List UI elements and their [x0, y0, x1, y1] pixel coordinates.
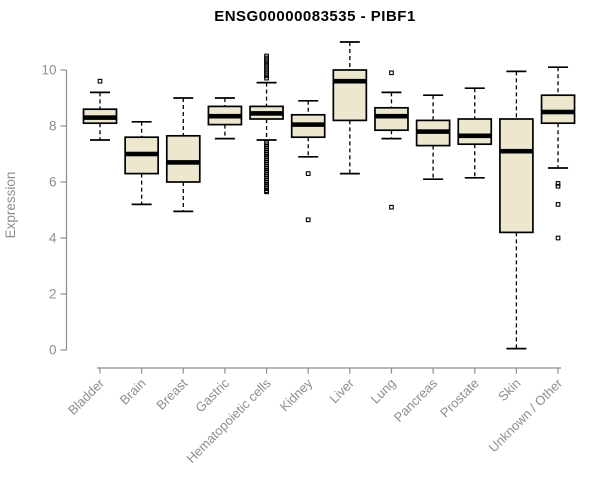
outlier-point-hematopoietic-cells: [264, 75, 269, 81]
x-tick-label: Bladder: [65, 375, 108, 418]
box-prostate: [457, 118, 493, 146]
median-gastric: [208, 113, 242, 119]
outlier-point-kidney: [305, 217, 311, 223]
x-tick-label: Unknown / Other: [486, 375, 566, 455]
y-tick-label: 8: [49, 119, 57, 134]
y-axis-label: Expression: [3, 172, 18, 239]
median-lung: [374, 113, 408, 119]
median-breast: [166, 160, 200, 165]
y-tick-label: 4: [49, 231, 57, 246]
box-skin: [499, 118, 534, 234]
median-pancreas: [416, 129, 450, 134]
outlier-point-lung: [389, 204, 394, 210]
outlier-point-unknown-other: [555, 202, 561, 207]
y-tick-label: 6: [49, 175, 57, 190]
outlier-point-unknown-other: [555, 235, 561, 241]
median-skin: [499, 148, 533, 154]
x-tick-label: Pancreas: [391, 375, 441, 425]
box-breast: [165, 134, 201, 183]
x-tick-label: Gastric: [192, 375, 232, 415]
outlier-point-kidney: [305, 171, 311, 176]
box-unknown-other: [540, 94, 576, 125]
x-tick-label: Skin: [495, 376, 523, 404]
median-brain: [125, 151, 159, 157]
outlier-point-hematopoietic-cells: [264, 189, 269, 195]
outlier-point-unknown-other: [555, 181, 561, 186]
chart-title: ENSG00000083535 - PIBF1: [214, 8, 416, 25]
median-unknown-other: [541, 109, 575, 115]
median-bladder: [83, 115, 117, 120]
median-liver: [333, 78, 367, 84]
x-tick-label: Prostate: [437, 376, 482, 421]
median-hematopoietic-cells: [250, 111, 284, 116]
box-liver: [332, 69, 368, 122]
outlier-point-lung: [389, 70, 394, 76]
outlier-point-unknown-other: [555, 183, 561, 189]
box-lung: [374, 106, 409, 132]
median-prostate: [458, 133, 492, 139]
y-tick-label: 0: [49, 343, 57, 358]
outlier-point-bladder: [97, 78, 103, 84]
x-tick-label: Kidney: [277, 375, 316, 414]
y-tick-label: 10: [41, 63, 56, 78]
x-tick-label: Lung: [368, 376, 399, 407]
x-tick-label: Breast: [153, 375, 190, 412]
median-kidney: [291, 122, 325, 127]
y-tick-label: 2: [49, 287, 57, 302]
x-tick-label: Brain: [117, 376, 149, 408]
x-tick-label: Liver: [326, 375, 357, 406]
